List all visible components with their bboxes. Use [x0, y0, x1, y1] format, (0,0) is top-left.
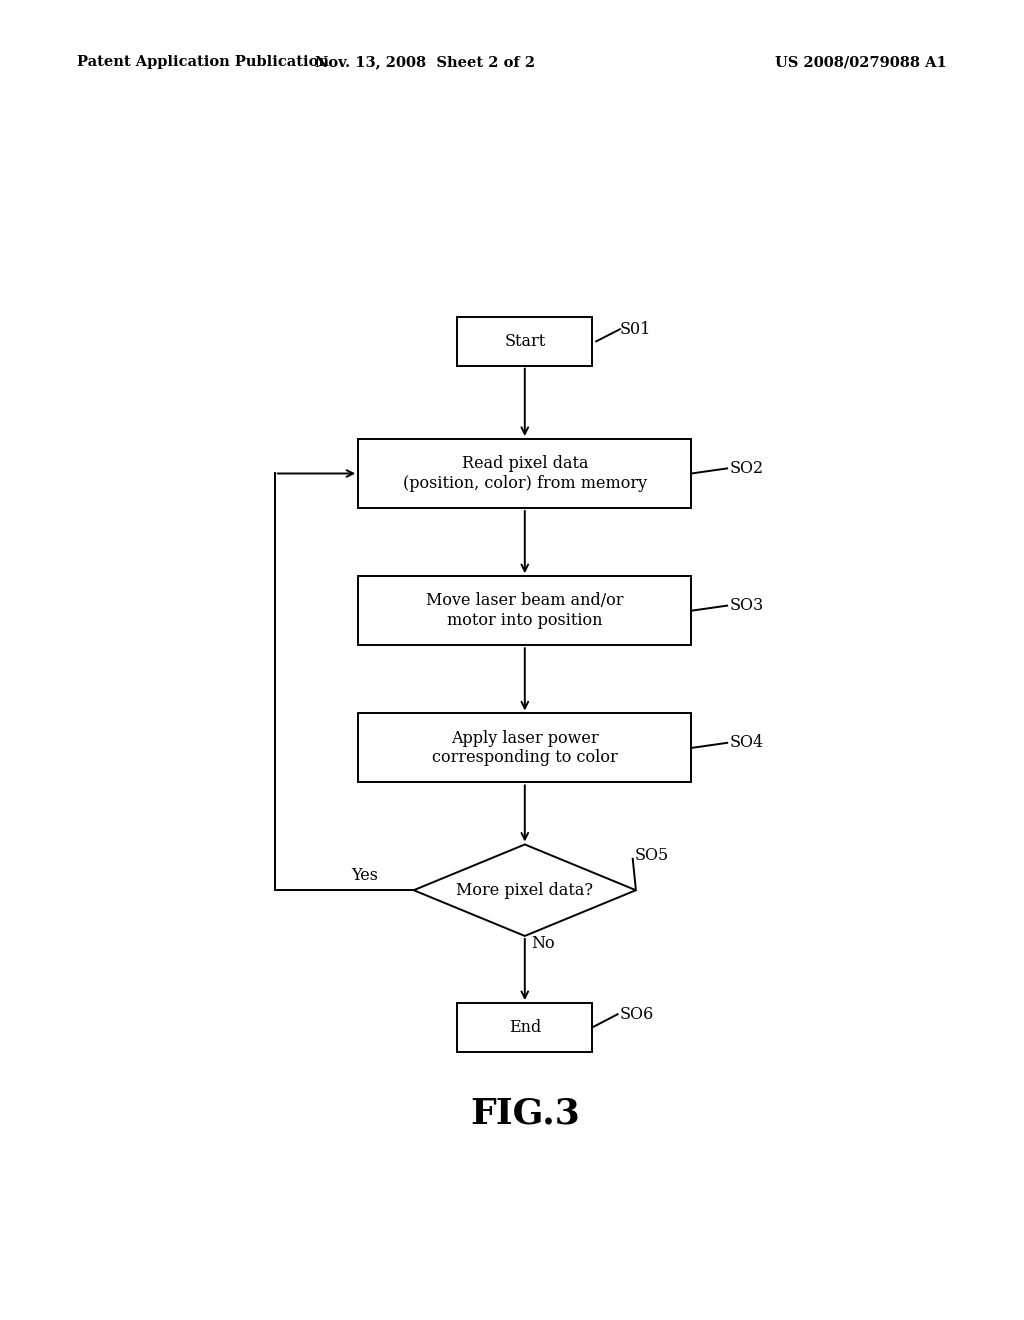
- Text: Read pixel data
(position, color) from memory: Read pixel data (position, color) from m…: [402, 455, 647, 492]
- Text: Apply laser power
corresponding to color: Apply laser power corresponding to color: [432, 730, 617, 766]
- Text: S01: S01: [620, 321, 651, 338]
- Text: Patent Application Publication: Patent Application Publication: [77, 55, 329, 70]
- Polygon shape: [414, 845, 636, 936]
- FancyBboxPatch shape: [358, 713, 691, 783]
- Text: SO2: SO2: [729, 459, 764, 477]
- Text: SO4: SO4: [729, 734, 764, 751]
- Text: Move laser beam and/or
motor into position: Move laser beam and/or motor into positi…: [426, 593, 624, 630]
- Text: Yes: Yes: [351, 867, 378, 884]
- Text: SO6: SO6: [620, 1006, 654, 1023]
- FancyBboxPatch shape: [458, 1003, 592, 1052]
- Text: US 2008/0279088 A1: US 2008/0279088 A1: [775, 55, 947, 70]
- FancyBboxPatch shape: [358, 576, 691, 645]
- FancyBboxPatch shape: [358, 440, 691, 508]
- Text: End: End: [509, 1019, 541, 1036]
- FancyBboxPatch shape: [458, 317, 592, 366]
- Text: Nov. 13, 2008  Sheet 2 of 2: Nov. 13, 2008 Sheet 2 of 2: [315, 55, 535, 70]
- Text: SO5: SO5: [634, 847, 669, 865]
- Text: No: No: [531, 935, 555, 952]
- Text: FIG.3: FIG.3: [470, 1097, 580, 1131]
- Text: More pixel data?: More pixel data?: [457, 882, 593, 899]
- Text: SO3: SO3: [729, 597, 764, 614]
- Text: Start: Start: [504, 333, 546, 350]
